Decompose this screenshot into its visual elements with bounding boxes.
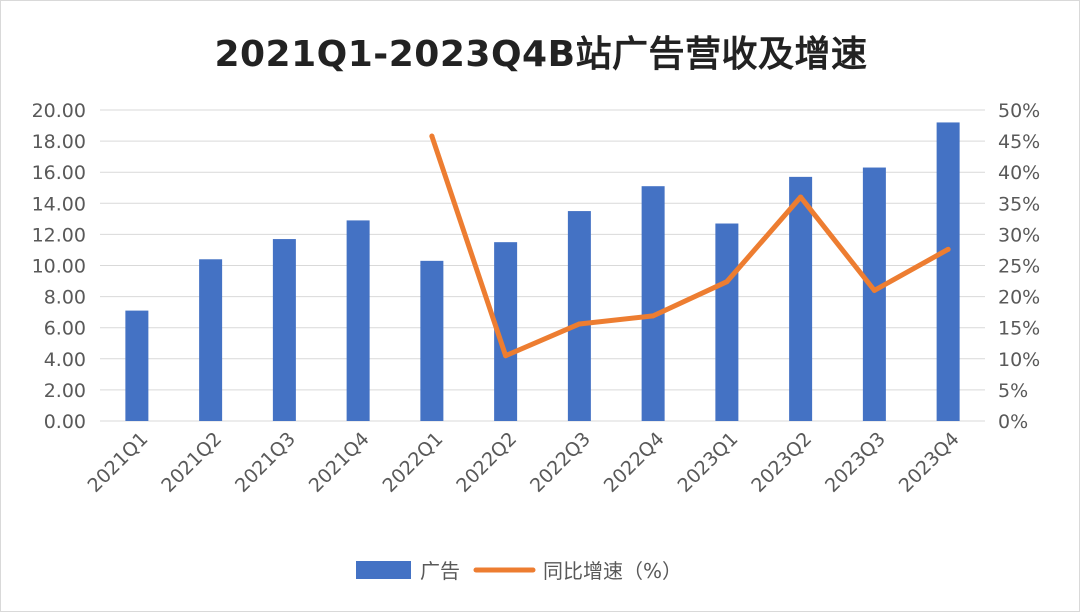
- bar: [494, 242, 518, 421]
- y-tick-label: 16.00: [32, 162, 86, 184]
- growth-point: [650, 313, 656, 319]
- x-tick-label: 2023Q4: [895, 428, 964, 497]
- x-tick-label: 2023Q2: [747, 428, 816, 497]
- growth-point: [871, 287, 877, 293]
- y2-tick-label: 20%: [998, 287, 1040, 309]
- y2-tick-label: 5%: [998, 380, 1028, 402]
- bar: [641, 186, 665, 421]
- y2-tick-label: 35%: [998, 193, 1040, 215]
- bar: [420, 260, 444, 421]
- growth-point: [576, 321, 582, 327]
- x-tick-label: 2023Q3: [821, 428, 890, 497]
- growth-point: [945, 246, 951, 252]
- legend-bar-label: 广告: [420, 559, 460, 583]
- y2-tick-label: 10%: [998, 349, 1040, 371]
- y-tick-label: 18.00: [32, 131, 86, 153]
- y-tick-label: 8.00: [44, 287, 86, 309]
- x-tick-label: 2021Q2: [157, 428, 226, 497]
- y2-tick-label: 45%: [998, 131, 1040, 153]
- x-tick-label: 2022Q2: [452, 428, 521, 497]
- legend-bar-swatch: [356, 561, 411, 579]
- y-tick-label: 20.00: [32, 100, 86, 122]
- y-tick-label: 14.00: [32, 193, 86, 215]
- x-tick-label: 2021Q3: [231, 428, 300, 497]
- x-tick-label: 2021Q1: [84, 428, 153, 497]
- x-tick-label: 2022Q1: [379, 428, 448, 497]
- y2-tick-label: 40%: [998, 162, 1040, 184]
- x-tick-label: 2022Q4: [600, 428, 669, 497]
- growth-point: [724, 279, 730, 285]
- y2-tick-label: 30%: [998, 224, 1040, 246]
- bar: [199, 259, 223, 421]
- growth-line: [429, 133, 951, 359]
- y-tick-label: 4.00: [44, 349, 86, 371]
- x-tick-label: 2021Q4: [305, 428, 374, 497]
- bar: [567, 211, 591, 421]
- chart-title: 2021Q1-2023Q4B站广告营收及增速: [214, 34, 868, 75]
- bar: [936, 122, 960, 421]
- bar: [272, 239, 296, 421]
- bar: [862, 167, 886, 421]
- y-tick-label: 12.00: [32, 224, 86, 246]
- growth-point: [798, 194, 804, 200]
- y-tick-label: 2.00: [44, 380, 86, 402]
- y2-tick-label: 0%: [998, 411, 1028, 433]
- y-tick-label: 10.00: [32, 256, 86, 278]
- bar: [346, 220, 370, 421]
- growth-point: [429, 133, 435, 139]
- y-tick-label: 6.00: [44, 318, 86, 340]
- y2-tick-label: 25%: [998, 256, 1040, 278]
- bar: [125, 310, 149, 421]
- y-tick-label: 0.00: [44, 411, 86, 433]
- y2-tick-label: 15%: [998, 318, 1040, 340]
- y2-tick-label: 50%: [998, 100, 1040, 122]
- growth-point: [503, 353, 509, 359]
- x-tick-label: 2022Q3: [526, 428, 595, 497]
- bar: [789, 176, 813, 421]
- legend-line-label: 同比增速（%）: [543, 559, 682, 583]
- bar: [715, 223, 739, 421]
- x-tick-label: 2023Q1: [674, 428, 743, 497]
